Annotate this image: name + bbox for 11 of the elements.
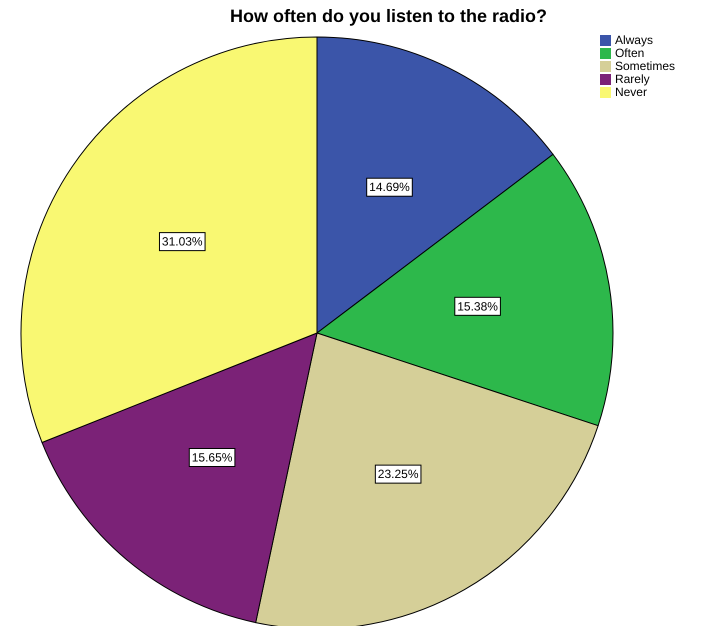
legend-label: Sometimes [614,59,675,73]
data-label: 15.65% [192,450,233,464]
legend-label: Always [614,33,653,47]
legend-label: Rarely [614,72,650,86]
chart-title: How often do you listen to the radio? [230,6,547,27]
data-label: 15.38% [457,299,498,314]
legend-label: Often [614,46,644,60]
data-label: 23.25% [378,467,419,482]
legend-label: Never [614,85,647,99]
data-label: 31.03% [162,234,203,249]
data-label: 14.69% [369,180,410,194]
